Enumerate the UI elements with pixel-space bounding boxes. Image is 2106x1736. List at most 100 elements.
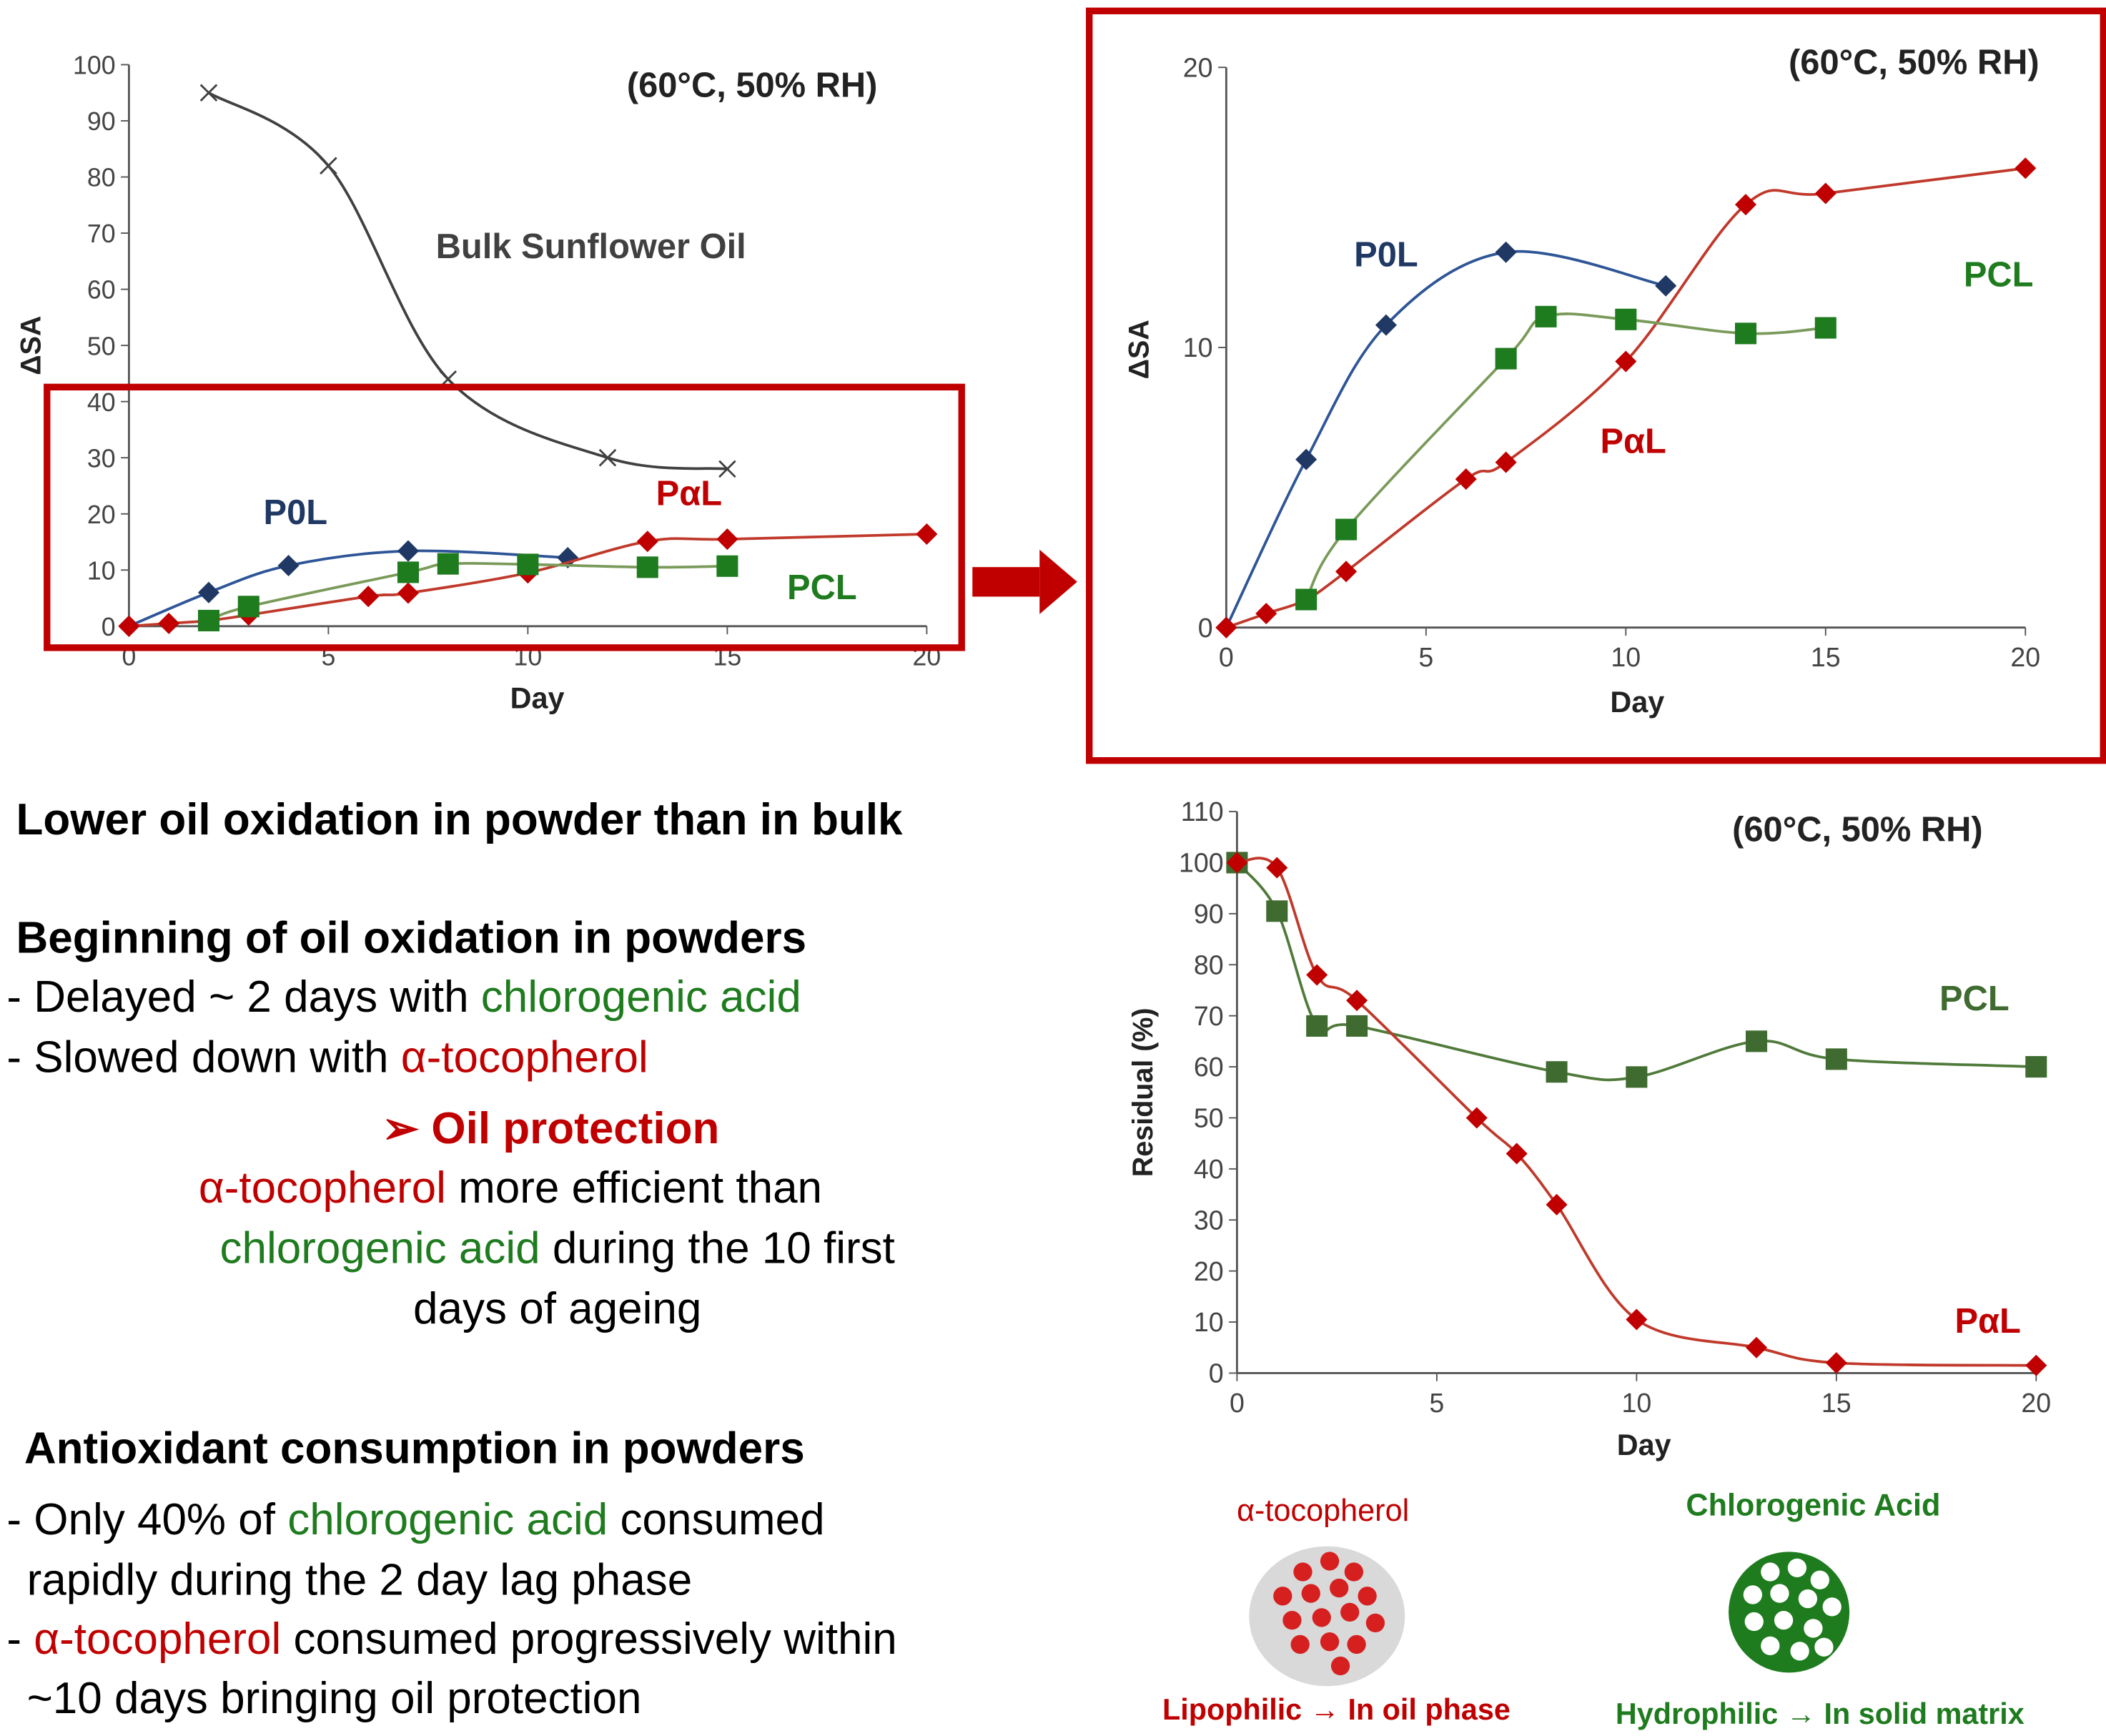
- note-line: ~10 days bringing oil protection: [27, 1674, 642, 1723]
- oil-droplet: [1249, 1547, 1405, 1686]
- y-tick-label: 110: [1181, 797, 1224, 827]
- series-label: PαL: [656, 475, 722, 513]
- marker: [437, 553, 459, 575]
- fit-line: [209, 93, 727, 469]
- marker: [1496, 452, 1517, 473]
- marker: [1346, 1015, 1368, 1037]
- y-tick-label: 100: [1179, 848, 1224, 878]
- x-tick-label: 20: [2010, 642, 2040, 672]
- text-segment: chlorogenic acid: [481, 972, 801, 1022]
- marker: [1746, 1337, 1767, 1358]
- marker: [2025, 1056, 2047, 1077]
- note-line: - Only 40% of chlorogenic acid consumed: [6, 1495, 824, 1544]
- y-tick-label: 20: [1194, 1256, 1224, 1286]
- text-segment: rapidly during the 2 day lag phase: [27, 1555, 693, 1604]
- marker: [198, 582, 219, 603]
- note-line: - Delayed ~ 2 days with chlorogenic acid: [6, 972, 801, 1022]
- marker: [1535, 306, 1556, 327]
- y-tick-label: 90: [87, 107, 116, 136]
- y-tick-label: 50: [1194, 1103, 1224, 1133]
- text-segment: more efficient than: [446, 1163, 822, 1213]
- page: 051015200102030405060708090100DayΔSA(60°…: [0, 0, 2106, 1736]
- illustration-caption: Lipophilic → In oil phase: [1162, 1693, 1511, 1726]
- marker: [198, 610, 219, 631]
- series-label: PCL: [1964, 255, 2034, 294]
- y-tick-label: 50: [87, 332, 116, 360]
- arrow-shaft: [972, 567, 1039, 596]
- y-tick-label: 40: [1194, 1154, 1224, 1184]
- x-axis-label: Day: [510, 681, 565, 714]
- marker: [1826, 1352, 1847, 1373]
- note-line: days of ageing: [413, 1284, 701, 1333]
- y-tick-label: 10: [1183, 332, 1213, 363]
- y-tick-label: 30: [1194, 1205, 1224, 1235]
- fit-line: [1237, 858, 2036, 1366]
- text-segment: ~10 days bringing oil protection: [27, 1674, 642, 1723]
- illustration-title: Chlorogenic Acid: [1686, 1489, 1940, 1523]
- y-axis-label: Residual (%): [1127, 1007, 1159, 1177]
- marker: [1746, 1030, 1767, 1052]
- y-tick-label: 0: [1209, 1358, 1224, 1389]
- y-tick-label: 10: [1194, 1307, 1224, 1337]
- marker: [1306, 1015, 1328, 1037]
- text-segment: during the 10 first: [540, 1223, 895, 1273]
- series-label: P0L: [1354, 235, 1418, 274]
- x-tick-label: 0: [1219, 642, 1234, 672]
- heading: Beginning of oil oxidation in powders: [16, 913, 807, 962]
- marker: [1815, 317, 1836, 339]
- marker: [1295, 588, 1317, 610]
- y-axis-label: ΔSA: [15, 316, 46, 375]
- fit-line: [1237, 862, 2036, 1080]
- fit-line: [1226, 168, 2025, 627]
- marker: [1615, 309, 1636, 330]
- zoom-box: [47, 387, 961, 647]
- x-tick-label: 0: [1230, 1388, 1245, 1418]
- marker: [517, 553, 538, 575]
- y-tick-label: 70: [87, 220, 116, 248]
- series-label: P0L: [264, 493, 328, 532]
- note-line: rapidly during the 2 day lag phase: [27, 1555, 693, 1604]
- illustration-caption: Hydrophilic → In solid matrix: [1616, 1697, 2025, 1730]
- marker: [1815, 182, 1836, 204]
- note-line: α-tocopherol more efficient than: [199, 1163, 822, 1213]
- marker: [357, 586, 379, 607]
- marker: [1826, 1048, 1847, 1070]
- marker: [1215, 617, 1237, 638]
- text-segment: α-tocopherol: [34, 1614, 281, 1664]
- solid-matrix: [1729, 1552, 1849, 1672]
- text-segment: - Delayed ~ 2 days with: [6, 972, 480, 1022]
- y-tick-label: 60: [1194, 1052, 1224, 1082]
- text-segment: days of ageing: [413, 1284, 701, 1333]
- x-tick-label: 15: [1821, 1388, 1852, 1418]
- marker: [1655, 275, 1676, 297]
- text-segment: Beginning of oil oxidation in powders: [16, 913, 807, 962]
- text-segment: -: [6, 1614, 34, 1664]
- fit-line: [1306, 314, 1826, 600]
- marker: [118, 616, 139, 637]
- x-tick-label: 5: [1429, 1388, 1444, 1418]
- note-line: chlorogenic acid during the 10 first: [220, 1223, 895, 1273]
- text-segment: α-tocopherol: [401, 1033, 648, 1082]
- text-segment: - Slowed down with: [6, 1033, 400, 1082]
- marker: [716, 556, 738, 577]
- marker: [637, 556, 658, 578]
- y-tick-label: 20: [87, 500, 116, 529]
- marker: [2014, 157, 2036, 179]
- marker: [1335, 561, 1357, 582]
- text-segment: Antioxidant consumption in powders: [24, 1424, 805, 1473]
- x-axis-label: Day: [1617, 1429, 1671, 1461]
- series-label: PCL: [1939, 980, 2009, 1018]
- text-segment: α-tocopherol: [199, 1163, 446, 1213]
- y-tick-label: 20: [1183, 52, 1213, 82]
- marker: [600, 450, 616, 466]
- marker: [397, 541, 419, 562]
- y-tick-label: 30: [87, 444, 116, 473]
- marker: [1546, 1061, 1568, 1082]
- marker: [916, 523, 937, 545]
- marker: [1266, 900, 1287, 922]
- x-tick-label: 15: [1811, 642, 1841, 672]
- y-tick-label: 60: [87, 276, 116, 305]
- marker: [320, 158, 337, 174]
